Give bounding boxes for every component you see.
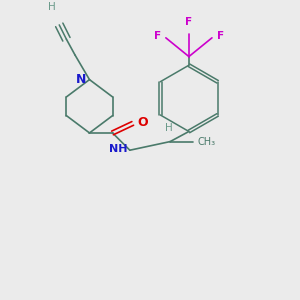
Text: H: H	[48, 2, 56, 12]
Text: F: F	[154, 32, 161, 41]
Text: NH: NH	[109, 144, 128, 154]
Text: N: N	[76, 73, 86, 85]
Text: CH₃: CH₃	[197, 136, 216, 147]
Text: H: H	[165, 123, 172, 133]
Text: F: F	[185, 17, 193, 27]
Text: O: O	[137, 116, 148, 129]
Text: F: F	[217, 32, 224, 41]
